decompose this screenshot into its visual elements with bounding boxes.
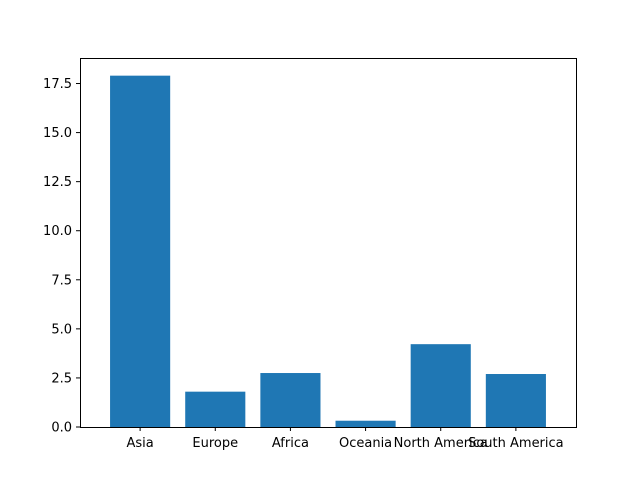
y-tick-label: 12.5 [43, 175, 72, 190]
x-tick-label: Oceania [339, 436, 392, 451]
y-axis: 0.0 2.5 5.0 7.5 10.0 12.5 15.0 17.5 [43, 77, 80, 436]
bar-north-america [410, 344, 471, 427]
y-tick-label: 10.0 [43, 224, 72, 239]
x-tick-label: Europe [192, 436, 238, 451]
x-tick-label: Africa [272, 436, 309, 451]
bar-oceania [335, 420, 396, 427]
x-tick-label: South America [468, 436, 564, 451]
bar-africa [260, 373, 321, 427]
y-tick-label: 0.0 [51, 421, 72, 436]
bar-europe [185, 391, 246, 427]
bars-layer [110, 75, 546, 428]
y-tick-label: 5.0 [51, 322, 72, 337]
y-tick-label: 2.5 [51, 371, 72, 386]
bar-asia [110, 75, 171, 428]
x-tick-label: North America [394, 436, 488, 451]
y-tick-label: 17.5 [43, 77, 72, 92]
x-axis: Asia Europe Africa Oceania North AmericaSout… [126, 427, 564, 451]
bar-south-america [485, 374, 546, 427]
y-tick-label: 7.5 [51, 273, 72, 288]
x-tick-label: Asia [126, 436, 153, 451]
y-tick-label: 15.0 [43, 126, 72, 141]
plot-frame [80, 58, 577, 428]
